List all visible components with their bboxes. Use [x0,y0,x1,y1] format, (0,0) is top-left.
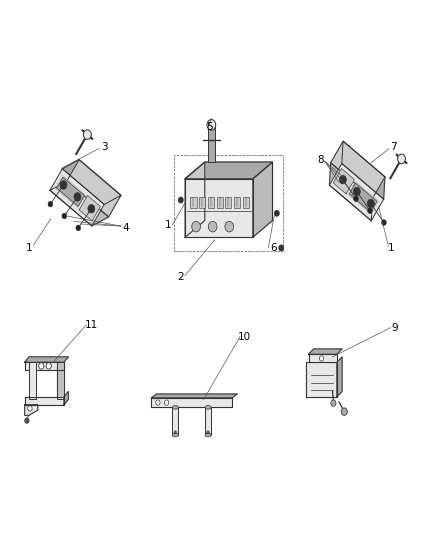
Text: 3: 3 [101,142,108,152]
Polygon shape [64,391,68,405]
Text: 9: 9 [392,322,398,333]
Circle shape [39,363,44,369]
Polygon shape [25,357,68,362]
Text: 4: 4 [123,223,129,233]
Bar [225,197,231,208]
Circle shape [25,418,29,423]
Circle shape [381,220,386,225]
Polygon shape [57,177,85,206]
Polygon shape [342,141,385,199]
Bar [199,197,205,208]
Bar [208,125,215,162]
Polygon shape [185,162,272,179]
Circle shape [207,119,216,130]
Text: 2: 2 [178,272,184,282]
Circle shape [208,221,217,232]
Circle shape [275,211,279,216]
Circle shape [192,221,201,232]
Bar [234,197,240,208]
Circle shape [48,201,53,207]
Polygon shape [29,362,35,399]
Bar [208,197,214,208]
Polygon shape [185,179,253,237]
Polygon shape [349,183,377,212]
Text: 10: 10 [238,332,251,342]
Text: 1: 1 [165,220,171,230]
Circle shape [28,406,32,411]
Polygon shape [306,362,337,397]
Polygon shape [79,196,100,221]
Ellipse shape [205,406,211,409]
Circle shape [88,205,95,213]
Circle shape [341,408,347,415]
Circle shape [319,356,324,361]
Circle shape [225,221,233,232]
Polygon shape [50,181,109,226]
Polygon shape [25,405,38,415]
Circle shape [179,197,183,203]
Polygon shape [151,394,237,398]
Circle shape [353,196,358,201]
Polygon shape [50,169,104,226]
Bar [243,197,249,208]
Text: 1: 1 [388,243,395,253]
Circle shape [367,208,372,214]
Polygon shape [329,163,373,221]
Circle shape [46,363,51,369]
Text: 5: 5 [206,122,213,132]
Circle shape [164,400,169,405]
Circle shape [207,431,209,434]
Ellipse shape [172,406,178,409]
Text: 6: 6 [270,243,276,253]
Circle shape [83,130,91,139]
Bar [191,197,197,208]
Circle shape [367,199,374,208]
Polygon shape [57,362,64,399]
Polygon shape [25,362,64,370]
Text: 11: 11 [85,320,98,330]
Polygon shape [333,168,354,194]
Polygon shape [308,349,342,354]
Circle shape [155,400,160,405]
Circle shape [76,225,81,231]
Circle shape [398,154,406,164]
Circle shape [353,187,360,196]
Circle shape [339,175,346,184]
Polygon shape [253,162,272,237]
Text: 7: 7 [390,142,397,152]
Ellipse shape [172,433,178,437]
Text: 8: 8 [318,155,324,165]
Circle shape [331,400,336,406]
Bar [217,197,223,208]
Polygon shape [25,397,64,405]
Polygon shape [329,164,384,221]
Text: 1: 1 [26,243,32,253]
Polygon shape [185,162,205,237]
Polygon shape [67,160,121,217]
Circle shape [74,192,81,201]
Circle shape [279,245,283,251]
Polygon shape [331,141,385,198]
Circle shape [174,431,177,434]
Polygon shape [308,354,337,362]
Bar [205,407,211,435]
Bar [172,407,178,435]
Circle shape [62,213,67,219]
Ellipse shape [205,433,211,437]
Polygon shape [62,160,121,205]
Polygon shape [151,398,232,407]
Circle shape [60,181,67,189]
Polygon shape [337,357,342,397]
